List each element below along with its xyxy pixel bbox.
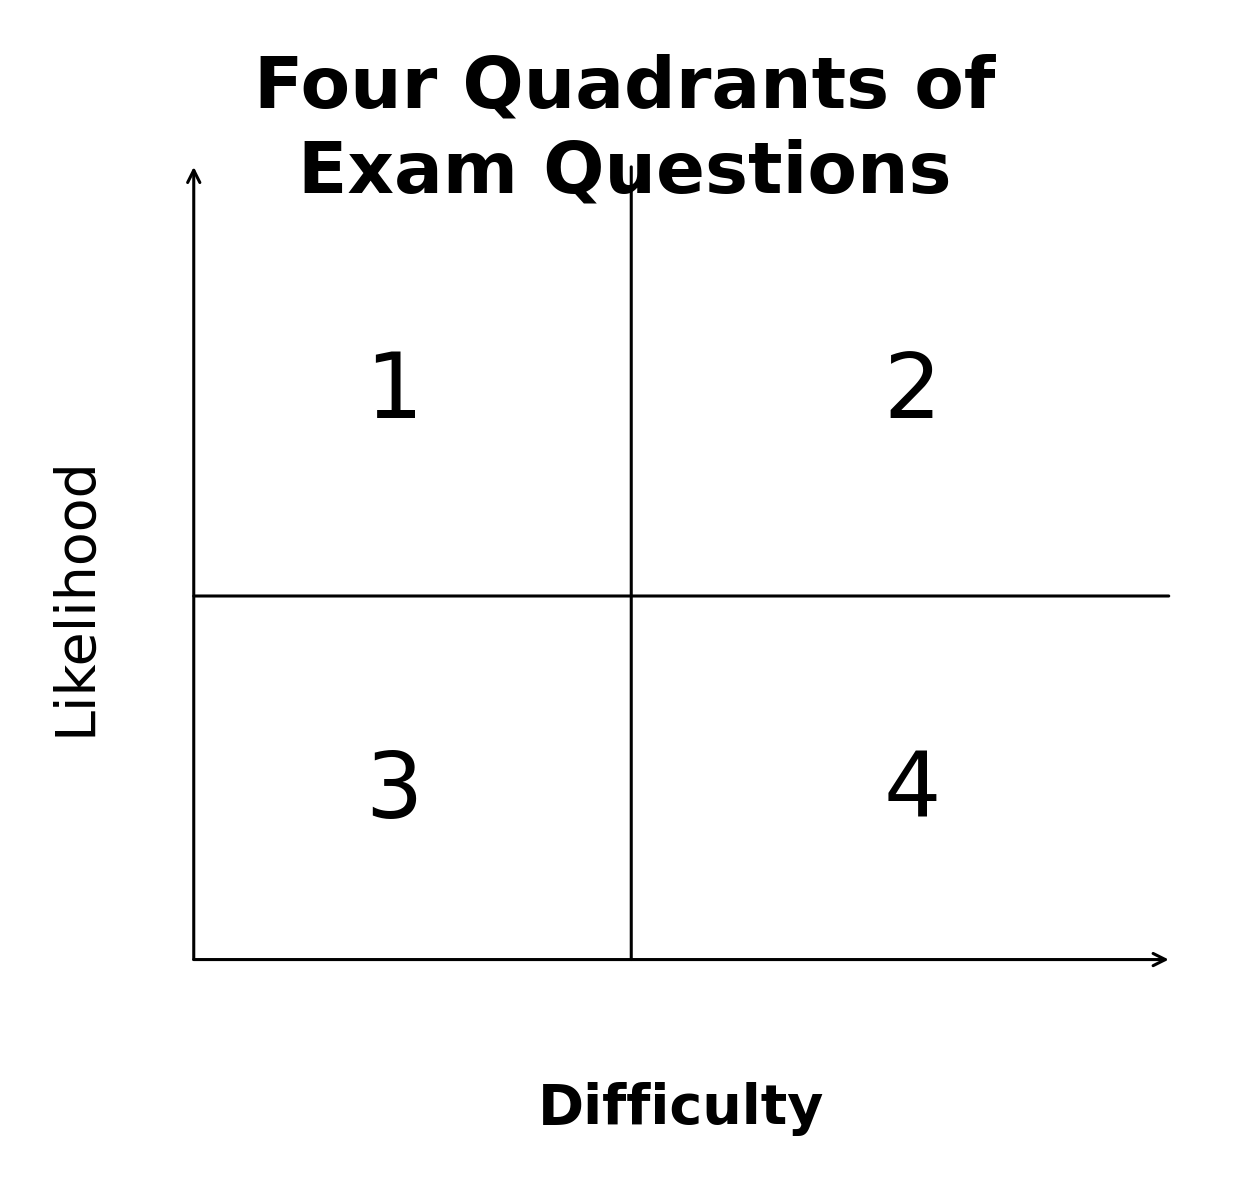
Text: 4: 4	[884, 749, 941, 837]
Text: 2: 2	[884, 349, 941, 437]
Text: 3: 3	[365, 749, 423, 837]
Text: Four Quadrants of
Exam Questions: Four Quadrants of Exam Questions	[254, 54, 996, 207]
Text: Likelihood: Likelihood	[48, 457, 102, 735]
Text: Difficulty: Difficulty	[538, 1081, 825, 1136]
Text: 1: 1	[365, 349, 423, 437]
